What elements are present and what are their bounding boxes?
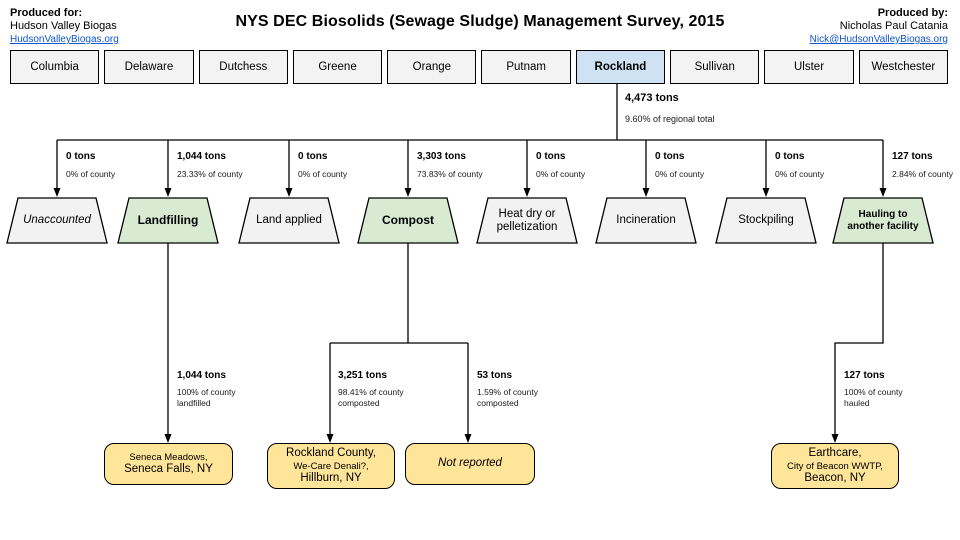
- tab-delaware[interactable]: Delaware: [104, 50, 194, 84]
- destination-line: Beacon, NY: [804, 471, 866, 484]
- sub-pct-landfilled: 100% of county landfilled: [177, 387, 236, 409]
- sub-pct-composted-minor-line2: composted: [477, 398, 519, 408]
- branch-pct-unaccounted: 0% of county: [66, 169, 116, 179]
- produced-by-block: Produced by: Nicholas Paul Catania Nick@…: [810, 7, 948, 46]
- branch-pct-stockpiling: 0% of county: [775, 169, 825, 179]
- destination-line: Seneca Falls, NY: [124, 462, 213, 475]
- destination-earthcare: Earthcare, City of Beacon WWTP, Beacon, …: [771, 443, 899, 489]
- produced-by-email-link[interactable]: Nick@HudsonValleyBiogas.org: [809, 34, 948, 45]
- produced-for-link[interactable]: HudsonValleyBiogas.org: [10, 34, 119, 45]
- destination-line: Hillburn, NY: [300, 471, 362, 484]
- method-label-hauling: Hauling to another facility: [841, 198, 925, 243]
- method-label-land-applied: Land applied: [256, 214, 322, 226]
- destination-rockland-county: Rockland County, We-Care Denali?, Hillbu…: [267, 443, 395, 489]
- sub-tons-hauled: 127 tons: [844, 370, 885, 381]
- tab-putnam[interactable]: Putnam: [481, 50, 571, 84]
- method-label-hauling-line1: Hauling to: [858, 208, 908, 220]
- branch-tons-hauling: 127 tons: [892, 151, 933, 162]
- tab-sullivan[interactable]: Sullivan: [670, 50, 760, 84]
- produced-by-name: Nicholas Paul Catania: [839, 20, 948, 32]
- sub-pct-composted-major-line1: 98.41% of county: [338, 387, 404, 397]
- produced-by-label: Produced by:: [877, 7, 948, 19]
- sub-pct-hauled: 100% of county hauled: [844, 387, 903, 409]
- sub-pct-hauled-line1: 100% of county: [844, 387, 903, 397]
- tab-orange[interactable]: Orange: [387, 50, 477, 84]
- branch-tons-compost: 3,303 tons: [417, 151, 466, 162]
- destination-arrowheads: [164, 434, 839, 443]
- method-label-compost: Compost: [382, 213, 434, 227]
- branch-tons-incineration: 0 tons: [655, 151, 685, 162]
- sub-pct-composted-minor-line1: 1.59% of county: [477, 387, 538, 397]
- method-label-hauling-line2: another facility: [847, 220, 919, 232]
- tab-columbia[interactable]: Columbia: [10, 50, 100, 84]
- destination-line: We-Care Denali?,: [293, 460, 369, 472]
- branch-pct-land-applied: 0% of county: [298, 169, 348, 179]
- branch-tons-unaccounted: 0 tons: [66, 151, 96, 162]
- produced-for-block: Produced for: Hudson Valley Biogas Hudso…: [10, 7, 119, 46]
- destination-line: Not reported: [438, 457, 502, 470]
- branch-pct-landfilling: 23.33% of county: [177, 169, 243, 179]
- method-label-unaccounted: Unaccounted: [23, 214, 91, 226]
- produced-for-name: Hudson Valley Biogas: [10, 20, 117, 32]
- county-total-tons: 4,473 tons: [625, 92, 679, 104]
- tab-greene[interactable]: Greene: [292, 50, 383, 84]
- destination-not-reported: Not reported: [405, 443, 535, 485]
- tab-dutchess[interactable]: Dutchess: [198, 50, 288, 84]
- sub-tons-landfilled: 1,044 tons: [177, 370, 226, 381]
- destination-line: Rockland County,: [286, 447, 376, 459]
- tab-westchester[interactable]: Westchester: [858, 50, 948, 84]
- branch-pct-compost: 73.83% of county: [417, 169, 483, 179]
- branch-pct-hauling: 2.84% of county: [892, 169, 953, 179]
- sub-tons-composted-major: 3,251 tons: [338, 370, 387, 381]
- connector-main-bus: [57, 84, 883, 141]
- destination-line: Earthcare,: [808, 447, 862, 459]
- destination-line: City of Beacon WWTP,: [787, 460, 883, 472]
- method-label-incineration: Incineration: [616, 214, 676, 226]
- page-title: NYS DEC Biosolids (Sewage Sludge) Manage…: [235, 13, 725, 30]
- tab-ulster[interactable]: Ulster: [764, 50, 854, 84]
- sub-pct-composted-major: 98.41% of county composted: [338, 387, 404, 409]
- branch-arrowheads: [53, 188, 887, 197]
- sub-pct-composted-minor: 1.59% of county composted: [477, 387, 538, 409]
- sub-pct-landfilled-line1: 100% of county: [177, 387, 236, 397]
- produced-for-label: Produced for:: [10, 7, 83, 19]
- branch-tons-landfilling: 1,044 tons: [177, 151, 226, 162]
- branch-tons-stockpiling: 0 tons: [775, 151, 805, 162]
- branch-pct-heat-dry: 0% of county: [536, 169, 586, 179]
- county-total-share: 9.60% of regional total: [625, 114, 715, 124]
- sub-pct-landfilled-line2: landfilled: [177, 398, 211, 408]
- tab-rockland-selected[interactable]: Rockland: [575, 50, 666, 84]
- sub-pct-composted-major-line2: composted: [338, 398, 380, 408]
- branch-pct-incineration: 0% of county: [655, 169, 705, 179]
- branch-tons-land-applied: 0 tons: [298, 151, 328, 162]
- destination-seneca-meadows: Seneca Meadows, Seneca Falls, NY: [104, 443, 233, 485]
- sub-tons-composted-minor: 53 tons: [477, 370, 513, 381]
- sub-pct-hauled-line2: hauled: [844, 398, 870, 408]
- destination-line: Seneca Meadows,: [129, 451, 208, 463]
- branch-tons-heat-dry: 0 tons: [536, 151, 566, 162]
- method-label-stockpiling: Stockpiling: [738, 214, 794, 226]
- county-tab-bar: Columbia Delaware Dutchess Greene Orange…: [10, 50, 948, 84]
- method-label-landfilling: Landfilling: [137, 213, 199, 227]
- method-label-heat-dry: Heat dry or pelletization: [496, 207, 558, 233]
- connector-branch-drops: [56, 140, 884, 189]
